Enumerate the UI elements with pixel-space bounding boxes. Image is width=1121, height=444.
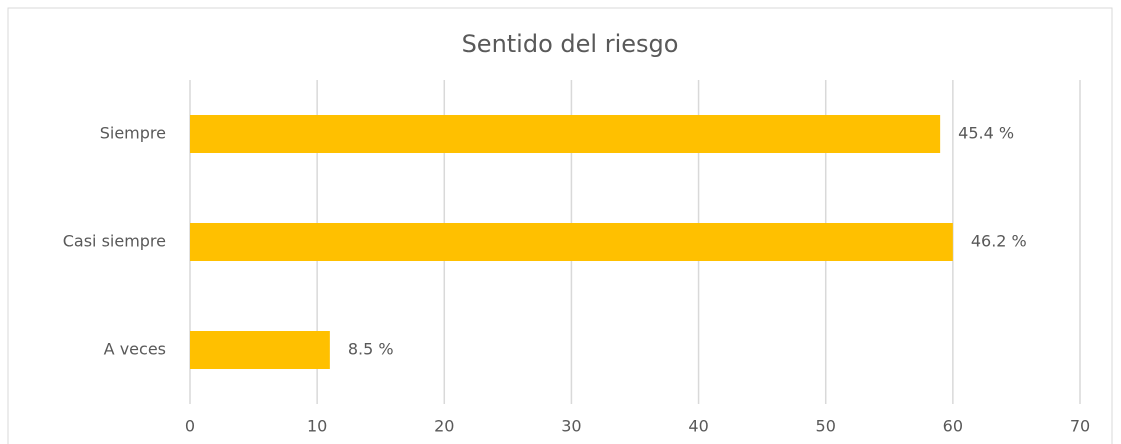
x-tick-label: 10 — [307, 417, 327, 436]
data-label: 46.2 % — [971, 232, 1027, 251]
chart-title: Sentido del riesgo — [462, 30, 679, 58]
x-tick-label: 70 — [1070, 417, 1090, 436]
bar — [190, 223, 953, 261]
x-tick-label: 50 — [816, 417, 836, 436]
x-tick-label: 0 — [185, 417, 195, 436]
bar — [190, 331, 330, 369]
y-tick-label: A veces — [104, 340, 166, 359]
data-label: 45.4 % — [958, 124, 1014, 143]
y-tick-label: Siempre — [100, 124, 166, 143]
x-tick-label: 40 — [688, 417, 708, 436]
x-tick-label: 60 — [943, 417, 963, 436]
x-tick-label: 20 — [434, 417, 454, 436]
y-tick-label: Casi siempre — [63, 232, 166, 251]
x-tick-label: 30 — [561, 417, 581, 436]
bar — [190, 115, 941, 153]
data-label: 8.5 % — [348, 340, 394, 359]
